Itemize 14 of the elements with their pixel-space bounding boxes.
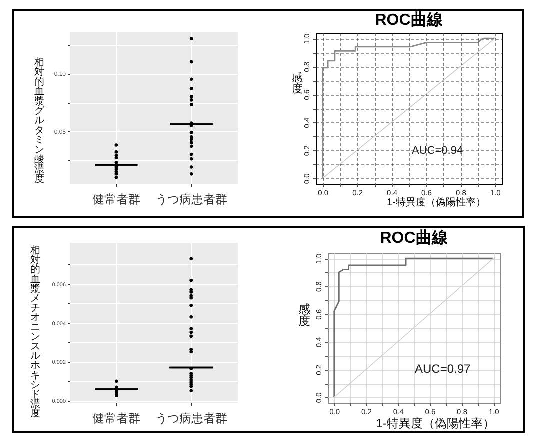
annotation: AUC=0.97 (415, 362, 472, 376)
y-axis-title: 感度 (292, 72, 303, 96)
text: 相対的血漿メチオニンスルホキシド濃度 (30, 246, 40, 420)
text: 相対的血漿グルタミン酸濃度 (34, 58, 44, 185)
y-axis-title: 感度 (298, 302, 310, 328)
annotation: AUC=0.94 (412, 145, 464, 157)
x-axis-title: 1-特異度（偽陽性率） (387, 196, 486, 208)
x-tick-label: 健常者群 (92, 192, 140, 206)
chart-title: ROC曲線 (380, 229, 449, 247)
x-tick-label: うつ病患者群 (156, 192, 228, 206)
x-tick-label: 健常者群 (92, 412, 141, 426)
x-tick-label: うつ病患者群 (155, 412, 228, 426)
chart-title: ROC曲線 (375, 11, 444, 29)
x-axis-title: 1-特異度（偽陽性率） (376, 416, 495, 430)
